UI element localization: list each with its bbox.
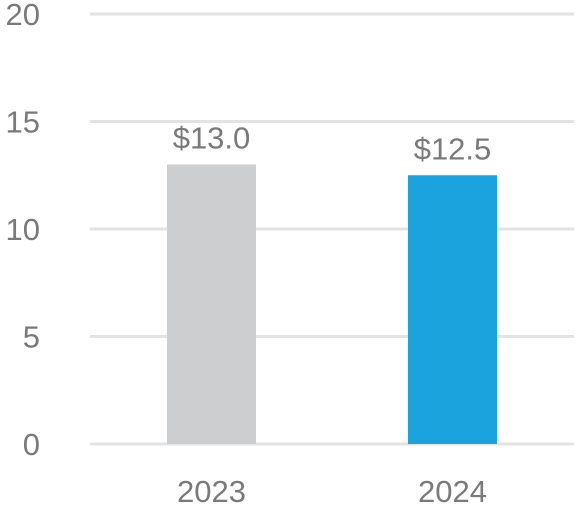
- x-category-label-2023: 2023: [177, 474, 246, 506]
- x-axis-category-labels: 2023 2024: [177, 474, 487, 506]
- y-tick-label: 15: [6, 105, 40, 140]
- y-tick-label: 10: [6, 212, 40, 247]
- bars: [167, 164, 497, 444]
- data-labels: $13.0 $12.5: [173, 121, 492, 167]
- data-label-2023: $13.0: [173, 121, 251, 156]
- bar-2023: [167, 164, 256, 444]
- bar-2024: [408, 175, 497, 444]
- data-label-2024: $12.5: [414, 131, 492, 166]
- y-axis-tick-labels: 0 5 10 15 20: [6, 0, 40, 462]
- y-tick-label: 5: [23, 320, 40, 355]
- y-tick-label: 0: [23, 427, 40, 462]
- x-category-label-2024: 2024: [418, 474, 487, 506]
- y-tick-label: 20: [6, 0, 40, 32]
- gridlines: [90, 12, 574, 446]
